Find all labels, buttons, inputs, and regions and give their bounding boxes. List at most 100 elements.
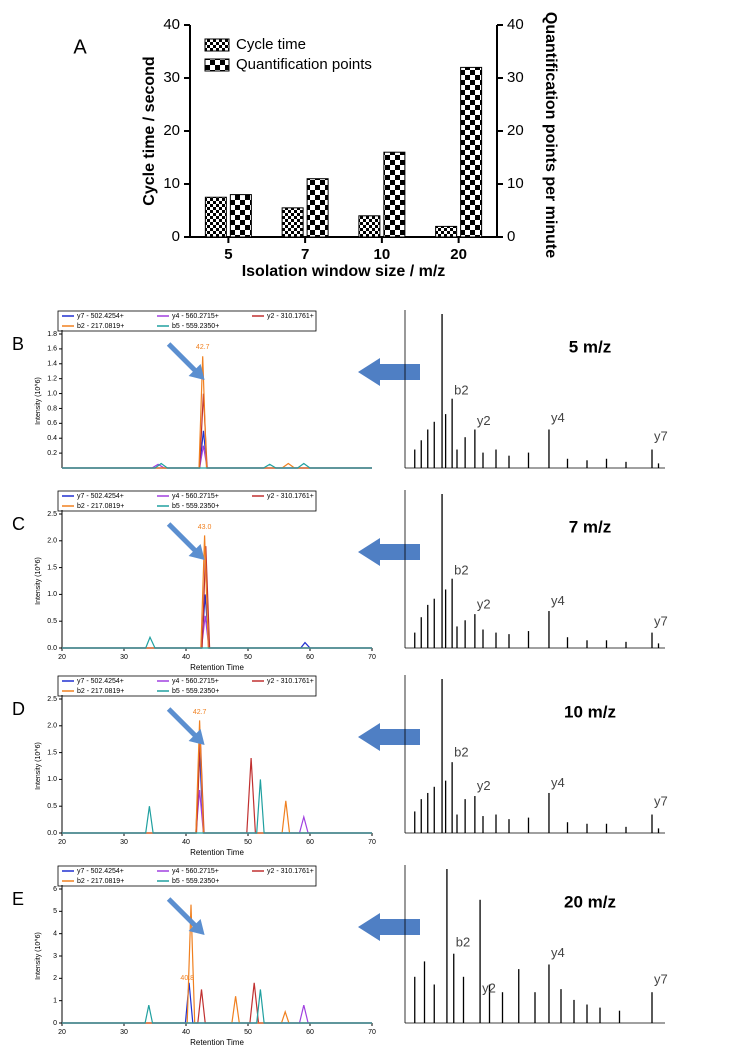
- y-tick-label: 0.2: [47, 450, 57, 457]
- y-tick-label: 6: [53, 886, 57, 893]
- trace: [62, 462, 372, 469]
- y-tick-label: 0.0: [47, 830, 57, 837]
- legend-label: y2 - 310.1761+: [267, 313, 314, 320]
- ion-label: b2: [454, 744, 468, 759]
- y-tick-label: 2.5: [47, 696, 57, 703]
- ion-label: y4: [551, 593, 565, 608]
- legend-box: [57, 310, 317, 332]
- panel-label: C: [12, 514, 25, 534]
- x-tick-label: 40: [182, 654, 190, 661]
- pointer-arrow-head: [188, 544, 205, 560]
- pointer-arrow: [166, 707, 201, 741]
- trace: [62, 535, 372, 649]
- legend-label: b2 - 217.0819+: [77, 503, 124, 510]
- y-tick-label: 20: [163, 122, 180, 139]
- trace: [62, 546, 372, 649]
- y-tick-label: 2.5: [47, 511, 57, 518]
- y-tick-label: 0.5: [47, 618, 57, 625]
- trace: [62, 594, 372, 649]
- legend-label: y4 - 560.2715+: [172, 678, 219, 685]
- ion-label: y7: [654, 429, 668, 444]
- window-label: 10 m/z: [564, 702, 616, 721]
- ion-label: y2: [477, 778, 491, 793]
- big-arrow: [358, 358, 420, 386]
- peak-annotation: 43.0: [198, 524, 212, 531]
- x-tick-label: 70: [368, 654, 376, 661]
- legend-label: y4 - 560.2715+: [172, 313, 219, 320]
- x-tick-label: 50: [244, 839, 252, 846]
- ion-label: y4: [551, 775, 565, 790]
- ion-label: b2: [456, 934, 470, 949]
- trace: [62, 1004, 372, 1024]
- y-tick-label: 0.8: [47, 405, 57, 412]
- x-tick-label: 20: [58, 654, 66, 661]
- ion-label: b2: [454, 382, 468, 397]
- x-tick-label: 7: [301, 246, 309, 263]
- panel-label: E: [12, 889, 24, 909]
- x-tick-label: 50: [244, 654, 252, 661]
- x-tick-label: 5: [224, 246, 232, 263]
- legend-label: y7 - 502.4254+: [77, 678, 124, 685]
- legend-label: b5 - 559.2350+: [172, 878, 219, 885]
- y-tick-label: 1: [53, 998, 57, 1005]
- y-tick-label: 0: [172, 228, 180, 245]
- trace: [62, 779, 372, 834]
- legend-label: Quantification points: [236, 56, 372, 73]
- pointer-arrow: [166, 522, 201, 556]
- trace: [62, 393, 372, 469]
- y-tick-label: 1.0: [47, 591, 57, 598]
- bar: [358, 215, 381, 238]
- legend-box: [57, 490, 317, 512]
- y2-axis-label: Quantification points per minute: [542, 12, 559, 258]
- y-tick-label: 0.4: [47, 435, 57, 442]
- pointer-arrow: [166, 342, 201, 376]
- legend-label: y7 - 502.4254+: [77, 868, 124, 875]
- x-tick-label: 40: [182, 1029, 190, 1036]
- ion-label: y7: [654, 794, 668, 809]
- trace: [62, 430, 372, 469]
- x-tick-label: 60: [306, 654, 314, 661]
- y-tick-label: 1.8: [47, 331, 57, 338]
- y-tick-label: 1.5: [47, 564, 57, 571]
- y-tick-label: 1.0: [47, 390, 57, 397]
- legend-swatch: [204, 38, 230, 52]
- trace: [62, 904, 372, 1024]
- panel-label: D: [12, 699, 25, 719]
- pointer-arrow: [166, 897, 201, 931]
- y-axis-label: Intensity (10^6): [35, 377, 42, 425]
- bar: [281, 207, 304, 238]
- window-label: 20 m/z: [564, 892, 616, 911]
- bar: [383, 151, 406, 238]
- ion-label: y2: [482, 981, 496, 996]
- peak-annotation: 40.8: [180, 975, 194, 982]
- x-tick-label: 60: [306, 839, 314, 846]
- y-tick-label: 5: [53, 908, 57, 915]
- trace: [62, 752, 372, 834]
- window-label: 7 m/z: [569, 517, 612, 536]
- ion-label: y4: [551, 945, 565, 960]
- window-label: 5 m/z: [569, 337, 612, 356]
- x-tick-label: 70: [368, 1029, 376, 1036]
- y-tick-label: 4: [53, 931, 57, 938]
- y-axis-label: Intensity (10^6): [35, 557, 42, 605]
- bar: [435, 225, 458, 238]
- x-tick-label: 20: [450, 246, 467, 263]
- y-tick-label: 0.0: [47, 645, 57, 652]
- y-tick-label: 2.0: [47, 723, 57, 730]
- y-tick-label: 3: [53, 953, 57, 960]
- y2-tick-label: 20: [507, 122, 524, 139]
- legend-label: y4 - 560.2715+: [172, 493, 219, 500]
- y-axis-label: Intensity (10^6): [35, 932, 42, 980]
- trace: [62, 356, 372, 469]
- legend-label: b2 - 217.0819+: [77, 688, 124, 695]
- y-tick-label: 2.0: [47, 538, 57, 545]
- panel-label: A: [73, 36, 87, 58]
- trace: [62, 736, 372, 834]
- legend-label: b5 - 559.2350+: [172, 503, 219, 510]
- pointer-arrow-head: [188, 364, 205, 380]
- legend-label: b5 - 559.2350+: [172, 688, 219, 695]
- y2-tick-label: 10: [507, 175, 524, 192]
- y-tick-label: 0.6: [47, 420, 57, 427]
- big-arrow: [358, 723, 420, 751]
